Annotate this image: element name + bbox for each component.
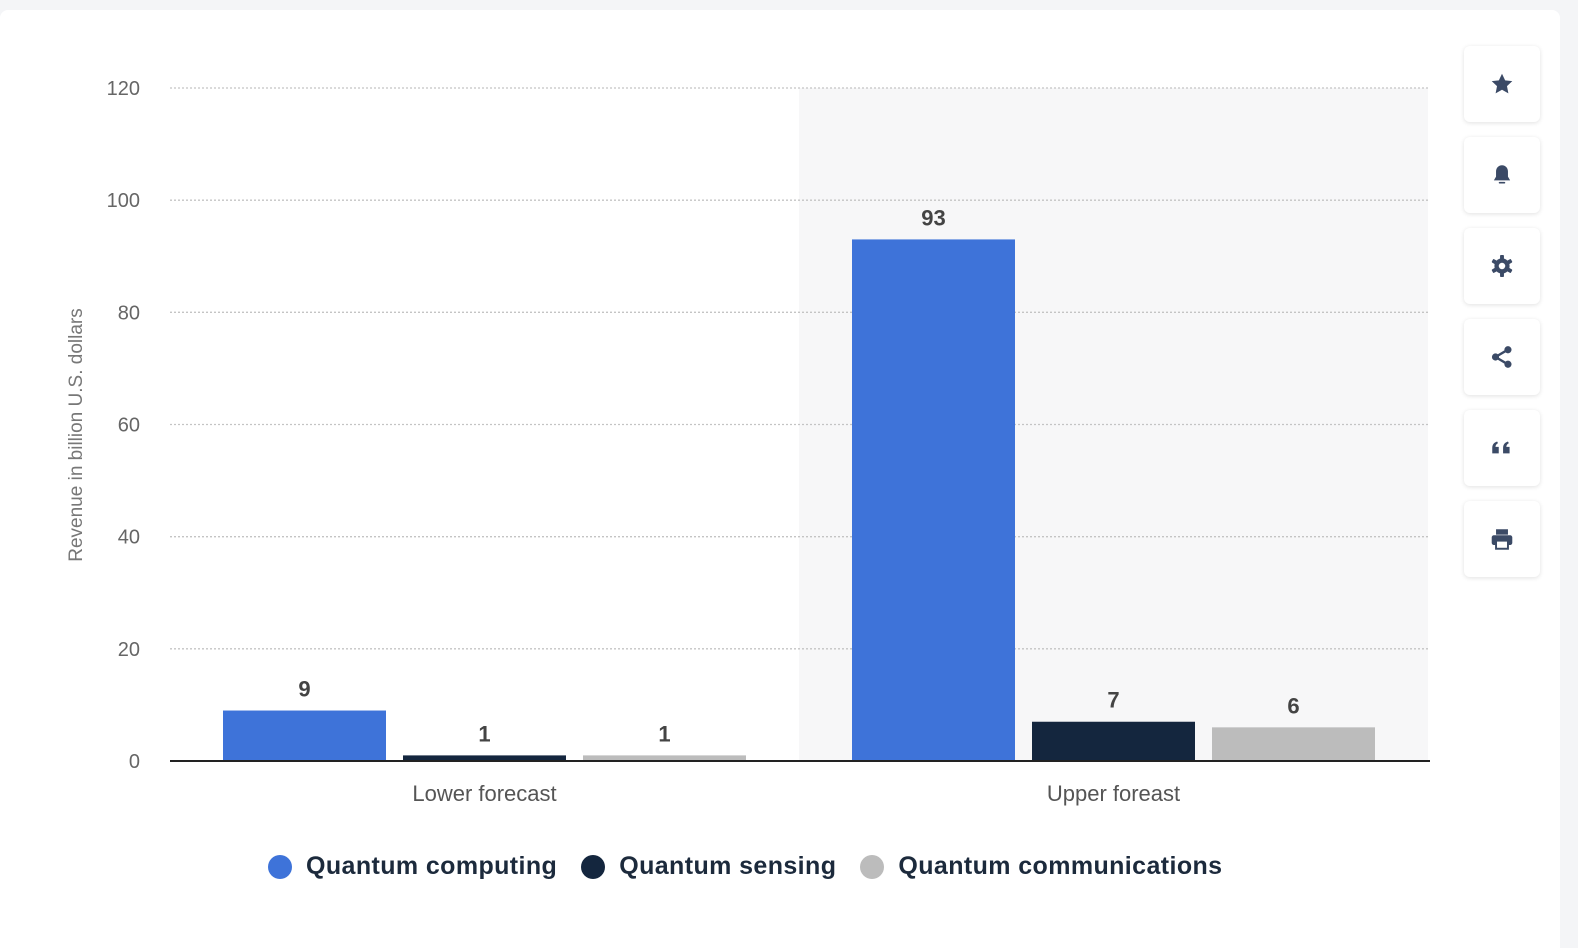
quote-icon [1492, 441, 1510, 454]
y-tick-label: 100 [107, 190, 140, 212]
data-label: 6 [1287, 693, 1299, 718]
legend-label: Quantum sensing [619, 852, 837, 880]
bar-chart: 0 20 40 60 80 100 120 9 1 1 Lower forecast 93 7 6 Uppe… [66, 78, 1430, 806]
legend-label: Quantum computing [306, 852, 558, 880]
toolbar [1464, 46, 1540, 592]
legend-dot [581, 854, 606, 879]
y-tick-label: 80 [118, 302, 140, 324]
data-label: 1 [658, 721, 670, 746]
data-label: 7 [1107, 688, 1119, 713]
print-button[interactable] [1464, 501, 1540, 577]
legend-dot [860, 854, 885, 879]
legend-item[interactable]: Quantum computing [268, 852, 557, 881]
data-label: 1 [478, 721, 490, 746]
share-button[interactable] [1464, 319, 1540, 395]
legend-label: Quantum communications [898, 852, 1223, 880]
share-icon [1491, 346, 1512, 368]
y-tick-label: 40 [118, 527, 140, 549]
legend: Quantum computing Quantum sensing Quantum … [268, 852, 1246, 881]
y-tick-label: 0 [129, 751, 140, 773]
notification-button[interactable] [1464, 137, 1540, 213]
data-label: 9 [298, 677, 310, 702]
favorite-button[interactable] [1464, 46, 1540, 122]
y-axis-title: Revenue in billion U.S. dollars [66, 308, 87, 561]
bar[interactable] [852, 239, 1015, 762]
cite-button[interactable] [1464, 410, 1540, 486]
bar[interactable] [1212, 727, 1375, 761]
legend-item[interactable]: Quantum sensing [581, 852, 836, 881]
bar[interactable] [1032, 721, 1195, 761]
star-icon [1491, 73, 1513, 94]
legend-item[interactable]: Quantum communications [860, 852, 1222, 881]
data-label: 93 [921, 205, 945, 230]
bar[interactable] [223, 710, 386, 761]
gear-icon [1491, 254, 1513, 278]
bar[interactable] [403, 755, 566, 761]
y-tick-label: 120 [107, 78, 140, 100]
bar[interactable] [583, 755, 746, 761]
legend-dot [268, 854, 292, 879]
y-tick-label: 20 [118, 639, 140, 661]
x-category-label: Upper foreast [1047, 781, 1180, 806]
x-category-label: Lower forecast [412, 781, 556, 806]
y-tick-label: 60 [118, 415, 140, 437]
bell-icon [1493, 165, 1511, 184]
chart-card: 0 20 40 60 80 100 120 9 1 1 Lower forecast 93 7 6 Uppe… [0, 10, 1560, 948]
printer-icon [1491, 529, 1513, 550]
settings-button[interactable] [1464, 228, 1540, 304]
